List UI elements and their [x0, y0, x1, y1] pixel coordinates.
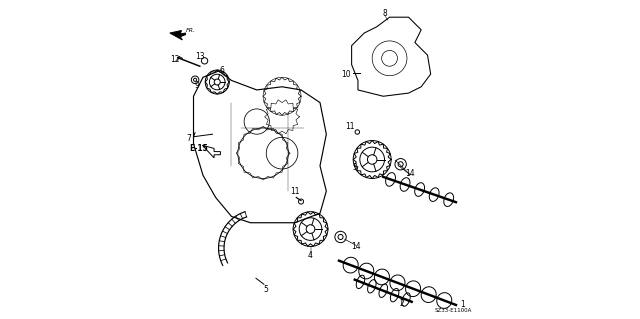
Text: 11: 11	[346, 122, 355, 131]
Text: E-15: E-15	[189, 144, 207, 153]
Text: 11: 11	[290, 187, 300, 196]
Text: 8: 8	[383, 9, 387, 18]
Polygon shape	[170, 31, 186, 40]
Text: 4: 4	[308, 251, 313, 260]
Text: 14: 14	[405, 169, 415, 178]
Text: 12: 12	[170, 56, 179, 64]
Text: 2: 2	[400, 299, 404, 308]
Text: SZ33-E1100A: SZ33-E1100A	[435, 308, 472, 313]
Text: 7: 7	[186, 134, 191, 144]
Text: 1: 1	[460, 300, 465, 309]
Text: FR.: FR.	[186, 28, 196, 33]
Text: 3: 3	[353, 163, 357, 172]
Text: 10: 10	[341, 70, 351, 78]
Text: 9: 9	[194, 81, 199, 90]
Text: 13: 13	[195, 52, 205, 61]
Text: 6: 6	[220, 66, 225, 75]
Text: 5: 5	[264, 285, 269, 294]
Text: 14: 14	[351, 242, 361, 251]
